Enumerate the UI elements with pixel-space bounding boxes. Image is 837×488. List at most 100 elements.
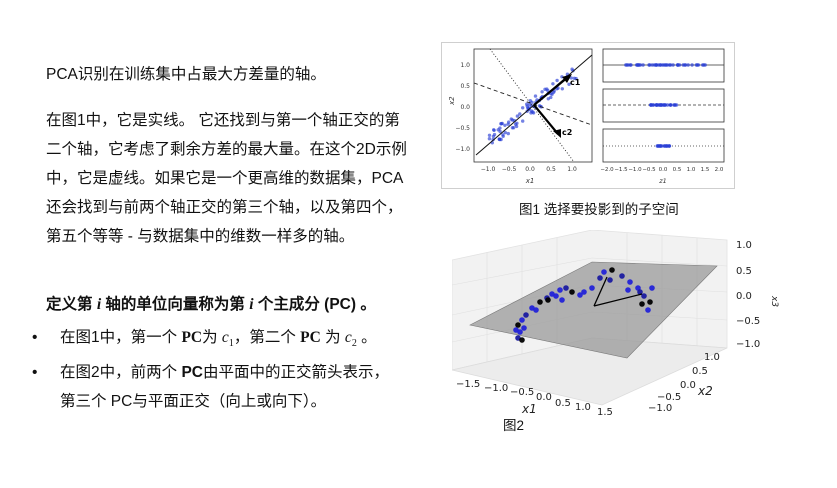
data-point — [497, 137, 501, 141]
bullet-marker: • — [32, 329, 38, 346]
data-point — [503, 130, 507, 135]
data-point — [546, 88, 550, 93]
data-point — [529, 109, 534, 113]
data-point — [664, 63, 668, 67]
svg-text:−0.5: −0.5 — [502, 166, 517, 173]
data-point — [641, 63, 645, 67]
data-point — [690, 63, 694, 67]
c2-arrowhead — [553, 129, 561, 138]
svg-text:0.0: 0.0 — [536, 392, 552, 403]
data-point — [639, 301, 645, 307]
data-point — [526, 106, 530, 110]
data-point — [695, 63, 699, 67]
explanation-paragraph: 在图1中，它是实线。 它还找到与第一个轴正交的第二个轴，它考虑了剩余方差的最大量… — [46, 112, 407, 245]
ylabel: x2 — [697, 384, 713, 398]
data-point — [701, 63, 705, 67]
data-point — [581, 289, 587, 295]
svg-text:0.0: 0.0 — [525, 166, 535, 173]
data-point — [501, 134, 505, 138]
z-ticks: 1.0 0.5 0.0 −0.5 −1.0 — [736, 240, 760, 350]
zlabel: x3 — [769, 295, 779, 307]
svg-text:−1.0: −1.0 — [455, 146, 470, 153]
data-point — [645, 307, 651, 313]
data-point — [551, 82, 555, 86]
dotted-line — [489, 48, 575, 163]
projection-points-1 — [624, 63, 707, 67]
figure1-plot: c1 c2 1.0 0.5 0.0 −0.5 −1.0 −1.0 −0.5 0.… — [448, 48, 725, 185]
floor-pane — [451, 337, 728, 406]
data-point — [555, 78, 559, 83]
data-point — [533, 307, 539, 313]
data-point — [537, 299, 543, 305]
data-point — [629, 63, 633, 67]
3d-points — [513, 267, 655, 343]
data-point — [492, 128, 496, 132]
data-point — [557, 287, 563, 293]
svg-text:1.0: 1.0 — [575, 402, 591, 413]
figure1-panel: c1 c2 1.0 0.5 0.0 −0.5 −1.0 −1.0 −0.5 0.… — [441, 42, 735, 189]
data-point — [637, 289, 643, 295]
svg-text:0.0: 0.0 — [460, 104, 470, 111]
pc2-arrow-3d — [593, 293, 643, 307]
data-point — [510, 118, 515, 122]
svg-text:−0.5: −0.5 — [657, 392, 681, 403]
left-y-ticks: 1.0 0.5 0.0 −0.5 −1.0 — [455, 62, 470, 153]
data-point — [569, 76, 573, 80]
svg-text:−1.0: −1.0 — [628, 167, 642, 173]
intro-text: PCA识别在训练集中占最大方差量的轴。 — [46, 66, 326, 83]
data-point — [521, 119, 525, 123]
data-point — [521, 325, 527, 331]
data-point — [533, 94, 538, 98]
c2-arrow — [533, 104, 559, 135]
data-point — [662, 63, 666, 67]
data-point — [609, 267, 615, 273]
svg-text:1.0: 1.0 — [567, 166, 577, 173]
svg-text:2.0: 2.0 — [715, 167, 724, 173]
data-point — [523, 312, 529, 318]
svg-text:1.0: 1.0 — [460, 62, 470, 69]
data-point — [487, 133, 492, 137]
svg-text:1.5: 1.5 — [597, 407, 613, 418]
data-point — [525, 102, 529, 106]
svg-text:−0.5: −0.5 — [642, 167, 656, 173]
c1-label: c1 — [570, 78, 581, 87]
data-point — [641, 293, 647, 299]
data-point — [597, 275, 603, 281]
svg-text:0.5: 0.5 — [736, 266, 752, 277]
data-point — [665, 103, 670, 107]
data-point — [518, 112, 522, 116]
data-point — [563, 285, 569, 291]
data-point — [649, 103, 653, 107]
data-point — [589, 285, 595, 291]
data-point — [560, 87, 564, 91]
data-point — [686, 63, 690, 67]
data-point — [549, 95, 553, 100]
bullet-figure2: • 在图2中，前两个 PC由平面中的正交箭头表示，第三个 PC与平面正交（向上或… — [32, 358, 400, 416]
data-point — [514, 124, 519, 129]
pc1-arrow-3d — [593, 276, 608, 307]
data-point — [546, 97, 550, 101]
data-point — [703, 63, 707, 67]
data-point — [625, 287, 631, 293]
svg-text:1.0: 1.0 — [704, 352, 720, 363]
right-x-ticks: −2.0 −1.5 −1.0 −0.5 0.0 0.5 1.0 1.5 2.0 — [600, 167, 724, 173]
bullet-figure1: • 在图1中，第一个 PC为 c1，第二个 PC 为 c2 。 — [32, 323, 400, 358]
data-point — [647, 63, 651, 67]
svg-text:0.0: 0.0 — [659, 167, 668, 173]
data-point — [650, 63, 654, 67]
data-point — [671, 63, 675, 67]
svg-text:−1.0: −1.0 — [736, 339, 760, 350]
data-point — [498, 129, 502, 134]
data-point — [572, 76, 576, 80]
figure2-caption: 图2 — [503, 418, 525, 433]
svg-text:0.5: 0.5 — [555, 398, 571, 409]
data-point — [503, 123, 507, 128]
data-point — [649, 285, 655, 291]
svg-text:−2.0: −2.0 — [600, 167, 614, 173]
data-point — [607, 277, 613, 283]
data-point — [506, 131, 510, 136]
svg-text:0.0: 0.0 — [680, 380, 696, 391]
data-point — [601, 269, 607, 275]
data-point — [619, 273, 625, 279]
data-point — [553, 293, 559, 299]
